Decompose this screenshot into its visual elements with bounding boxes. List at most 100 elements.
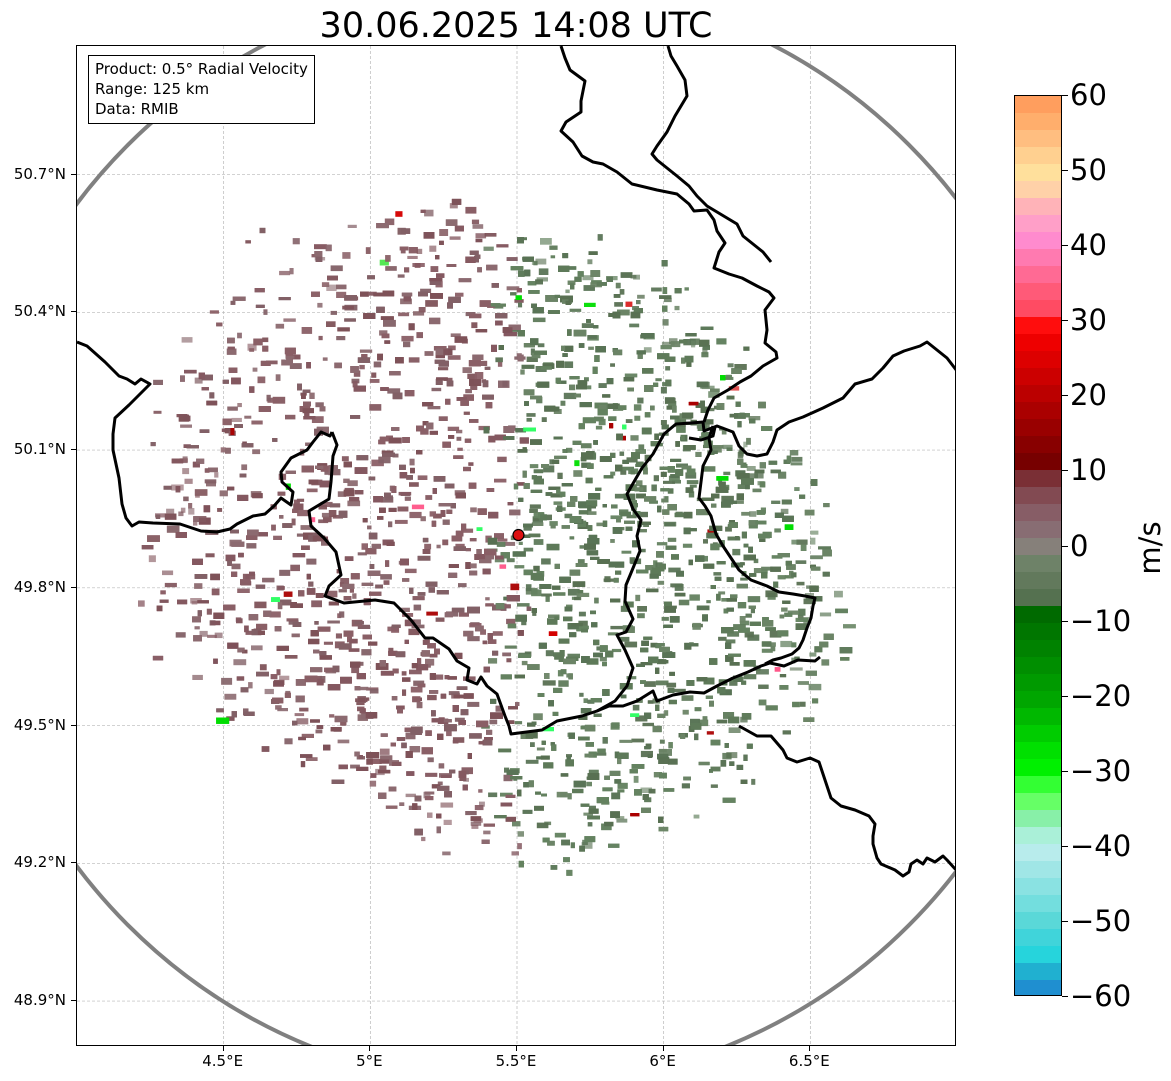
velocity-echo (598, 405, 607, 410)
velocity-echo (440, 802, 454, 808)
velocity-echo (209, 310, 219, 314)
velocity-echo (479, 801, 485, 807)
velocity-echo (541, 417, 547, 422)
velocity-echo (659, 772, 667, 779)
velocity-echo (369, 591, 382, 596)
velocity-echo (581, 656, 590, 663)
velocity-echo (322, 357, 328, 361)
velocity-echo (578, 510, 589, 515)
velocity-echo (692, 622, 701, 630)
velocity-echo (470, 384, 478, 390)
velocity-echo (681, 465, 692, 470)
velocity-echo (436, 826, 441, 834)
velocity-echo (201, 374, 213, 381)
velocity-echo (672, 479, 681, 484)
velocity-echo (379, 330, 388, 336)
velocity-echo (662, 287, 668, 294)
velocity-echo (536, 756, 541, 760)
velocity-echo (198, 517, 211, 525)
velocity-echo (414, 828, 423, 836)
velocity-echo (404, 496, 411, 501)
velocity-echo (284, 738, 293, 745)
velocity-echo (745, 613, 752, 618)
velocity-echo (342, 305, 354, 310)
velocity-echo (280, 599, 292, 606)
velocity-echo (704, 419, 714, 425)
velocity-echo (283, 591, 293, 597)
velocity-echo (341, 456, 349, 462)
velocity-echo (234, 424, 243, 428)
velocity-echo (507, 502, 514, 506)
velocity-echo (721, 429, 727, 435)
velocity-echo (416, 332, 423, 339)
velocity-echo (375, 584, 383, 589)
velocity-echo (319, 406, 326, 412)
velocity-echo (561, 345, 566, 351)
velocity-echo (576, 625, 587, 632)
velocity-echo (388, 647, 394, 653)
velocity-echo (463, 693, 474, 699)
velocity-echo (584, 377, 589, 382)
velocity-echo (553, 436, 563, 440)
velocity-echo (625, 526, 633, 531)
velocity-echo (503, 332, 517, 337)
velocity-echo (273, 535, 282, 540)
velocity-echo (237, 588, 250, 593)
velocity-echo (574, 460, 580, 467)
velocity-echo (532, 317, 546, 323)
velocity-echo (544, 405, 556, 412)
velocity-echo (194, 489, 208, 496)
velocity-echo (207, 634, 217, 638)
velocity-echo (663, 480, 675, 484)
velocity-echo (624, 641, 638, 648)
velocity-echo (423, 791, 431, 799)
velocity-echo (557, 472, 563, 479)
velocity-echo (391, 624, 401, 628)
velocity-echo (625, 419, 633, 423)
velocity-echo (721, 501, 731, 508)
velocity-echo (227, 406, 238, 411)
velocity-echo (254, 288, 265, 293)
velocity-echo (682, 543, 693, 548)
velocity-echo (429, 673, 436, 680)
velocity-echo (471, 322, 478, 329)
velocity-echo (210, 573, 220, 581)
velocity-echo (558, 680, 569, 687)
velocity-echo (440, 693, 447, 699)
velocity-echo (735, 401, 741, 407)
velocity-echo (584, 753, 594, 758)
velocity-echo (482, 380, 489, 388)
velocity-echo (272, 697, 284, 704)
velocity-echo (790, 462, 803, 466)
velocity-echo (377, 353, 383, 361)
velocity-echo (180, 507, 186, 513)
velocity-echo (778, 471, 787, 479)
velocity-echo (292, 553, 306, 558)
velocity-echo (676, 463, 688, 468)
velocity-echo (629, 323, 640, 328)
velocity-echo (744, 631, 754, 638)
velocity-echo (446, 509, 453, 514)
velocity-echo (164, 513, 177, 520)
velocity-echo (626, 676, 637, 680)
velocity-echo (615, 570, 622, 575)
velocity-echo (231, 571, 238, 577)
velocity-echo (524, 269, 531, 277)
velocity-echo (545, 595, 550, 602)
velocity-echo (331, 779, 345, 784)
velocity-echo (576, 592, 590, 597)
velocity-echo (332, 665, 340, 673)
velocity-echo (514, 674, 525, 679)
velocity-echo (394, 519, 408, 524)
velocity-echo (448, 296, 461, 303)
velocity-echo (651, 287, 662, 292)
velocity-echo (595, 346, 606, 353)
velocity-echo (777, 575, 786, 580)
radar-map (77, 46, 955, 1045)
velocity-echo (686, 480, 699, 485)
velocity-echo (577, 520, 587, 527)
velocity-echo (560, 400, 566, 406)
velocity-echo (258, 406, 271, 412)
velocity-echo (657, 753, 669, 760)
velocity-echo (318, 335, 323, 341)
